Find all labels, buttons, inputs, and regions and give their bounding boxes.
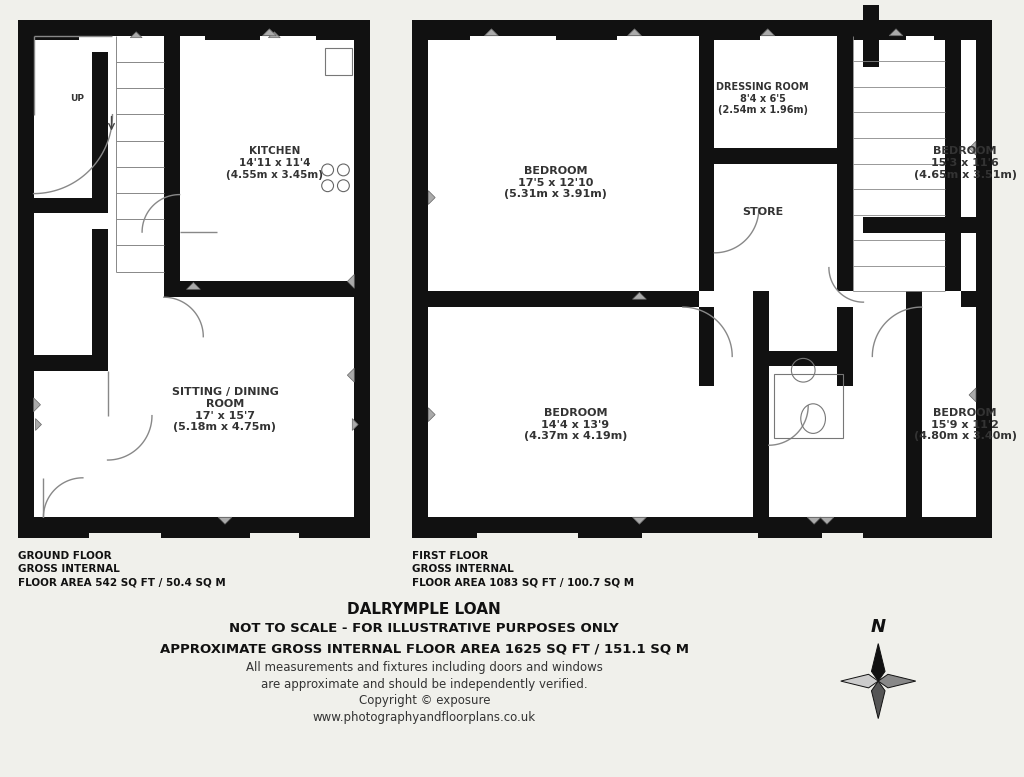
Bar	[698, 36, 715, 291]
Bar	[847, 20, 906, 40]
Bar	[92, 229, 108, 371]
Bar	[879, 528, 942, 538]
Bar	[863, 218, 976, 233]
Bar	[906, 291, 922, 517]
Bar	[164, 36, 179, 281]
Bar	[935, 20, 991, 40]
Text: DRESSING ROOM
8'4 x 6'5
(2.54m x 1.96m): DRESSING ROOM 8'4 x 6'5 (2.54m x 1.96m)	[717, 82, 809, 116]
Bar	[34, 197, 92, 214]
Bar	[164, 281, 354, 298]
Polygon shape	[871, 681, 885, 719]
Bar	[556, 20, 616, 40]
Polygon shape	[871, 643, 885, 681]
Text: BEDROOM
14'4 x 13'9
(4.37m x 4.19m): BEDROOM 14'4 x 13'9 (4.37m x 4.19m)	[523, 408, 627, 441]
Polygon shape	[484, 29, 499, 36]
Text: www.photographyandfloorplans.co.uk: www.photographyandfloorplans.co.uk	[312, 711, 536, 724]
Text: SITTING / DINING
ROOM
17' x 15'7
(5.18m x 4.75m): SITTING / DINING ROOM 17' x 15'7 (5.18m …	[172, 387, 279, 432]
Text: UP: UP	[70, 94, 84, 103]
Bar	[976, 20, 991, 533]
Polygon shape	[218, 517, 231, 524]
Polygon shape	[807, 517, 821, 524]
Polygon shape	[628, 29, 641, 36]
Bar	[579, 528, 642, 538]
Bar	[161, 528, 250, 538]
Bar	[928, 528, 991, 538]
Bar	[715, 148, 837, 164]
Bar	[863, 528, 928, 538]
Bar	[17, 20, 79, 40]
Text: KITCHEN
14'11 x 11'4
(4.55m x 3.45m): KITCHEN 14'11 x 11'4 (4.55m x 3.45m)	[226, 146, 323, 179]
Bar	[837, 36, 853, 291]
Polygon shape	[347, 368, 354, 382]
Text: Copyright © exposure: Copyright © exposure	[358, 695, 490, 707]
Bar	[413, 20, 991, 533]
Text: NOT TO SCALE - FOR ILLUSTRATIVE PURPOSES ONLY: NOT TO SCALE - FOR ILLUSTRATIVE PURPOSES…	[229, 622, 620, 636]
Polygon shape	[969, 388, 976, 402]
Text: FIRST FLOOR
GROSS INTERNAL
FLOOR AREA 1083 SQ FT / 100.7 SQ M: FIRST FLOOR GROSS INTERNAL FLOOR AREA 10…	[413, 551, 635, 587]
Text: DALRYMPLE LOAN: DALRYMPLE LOAN	[347, 601, 501, 616]
Bar	[17, 517, 370, 533]
Text: STORE: STORE	[742, 207, 783, 218]
Bar	[863, 0, 880, 68]
Polygon shape	[352, 419, 358, 430]
Polygon shape	[428, 408, 435, 422]
Bar	[17, 20, 370, 36]
Text: N: N	[870, 618, 886, 636]
Polygon shape	[36, 419, 41, 430]
Text: GROUND FLOOR
GROSS INTERNAL
FLOOR AREA 542 SQ FT / 50.4 SQ M: GROUND FLOOR GROSS INTERNAL FLOOR AREA 5…	[17, 551, 225, 587]
Polygon shape	[633, 517, 646, 524]
Polygon shape	[186, 282, 201, 289]
Bar	[413, 20, 470, 40]
Polygon shape	[633, 292, 646, 299]
Bar	[428, 291, 698, 307]
Polygon shape	[761, 29, 774, 36]
Polygon shape	[428, 190, 435, 204]
Bar	[413, 528, 476, 538]
Polygon shape	[820, 517, 834, 524]
Bar	[698, 307, 715, 386]
Text: BEDROOM
15'3 x 11'6
(4.65m x 3.51m): BEDROOM 15'3 x 11'6 (4.65m x 3.51m)	[913, 146, 1017, 179]
Bar	[17, 20, 370, 533]
Bar	[962, 291, 976, 307]
Bar	[945, 36, 962, 291]
Polygon shape	[879, 674, 915, 688]
Bar	[17, 528, 89, 538]
Bar	[34, 355, 108, 371]
Bar	[758, 528, 822, 538]
Bar	[299, 528, 370, 538]
Polygon shape	[34, 398, 41, 412]
Polygon shape	[130, 32, 142, 38]
Text: BEDROOM
17'5 x 12'10
(5.31m x 3.91m): BEDROOM 17'5 x 12'10 (5.31m x 3.91m)	[504, 166, 607, 200]
Bar	[837, 307, 853, 386]
Bar	[315, 20, 370, 40]
Bar	[753, 291, 769, 517]
Bar	[413, 20, 991, 36]
Polygon shape	[262, 29, 276, 36]
Bar	[413, 517, 991, 533]
Polygon shape	[969, 141, 976, 155]
Bar	[413, 20, 428, 533]
Polygon shape	[841, 674, 879, 688]
Text: All measurements and fixtures including doors and windows: All measurements and fixtures including …	[246, 660, 603, 674]
Text: APPROXIMATE GROSS INTERNAL FLOOR AREA 1625 SQ FT / 151.1 SQ M: APPROXIMATE GROSS INTERNAL FLOOR AREA 16…	[160, 642, 689, 655]
Bar	[354, 20, 370, 533]
Bar	[92, 51, 108, 214]
Bar	[205, 20, 259, 40]
Text: are approximate and should be independently verified.: are approximate and should be independen…	[261, 678, 588, 691]
Bar	[17, 20, 34, 533]
Polygon shape	[268, 32, 281, 38]
Polygon shape	[889, 29, 903, 36]
Bar	[698, 20, 760, 40]
Bar	[769, 350, 848, 366]
Text: BEDROOM
15'9 x 11'2
(4.80m x 3.40m): BEDROOM 15'9 x 11'2 (4.80m x 3.40m)	[913, 408, 1017, 441]
Bar	[325, 47, 352, 75]
Polygon shape	[347, 274, 354, 288]
Bar	[774, 375, 843, 438]
